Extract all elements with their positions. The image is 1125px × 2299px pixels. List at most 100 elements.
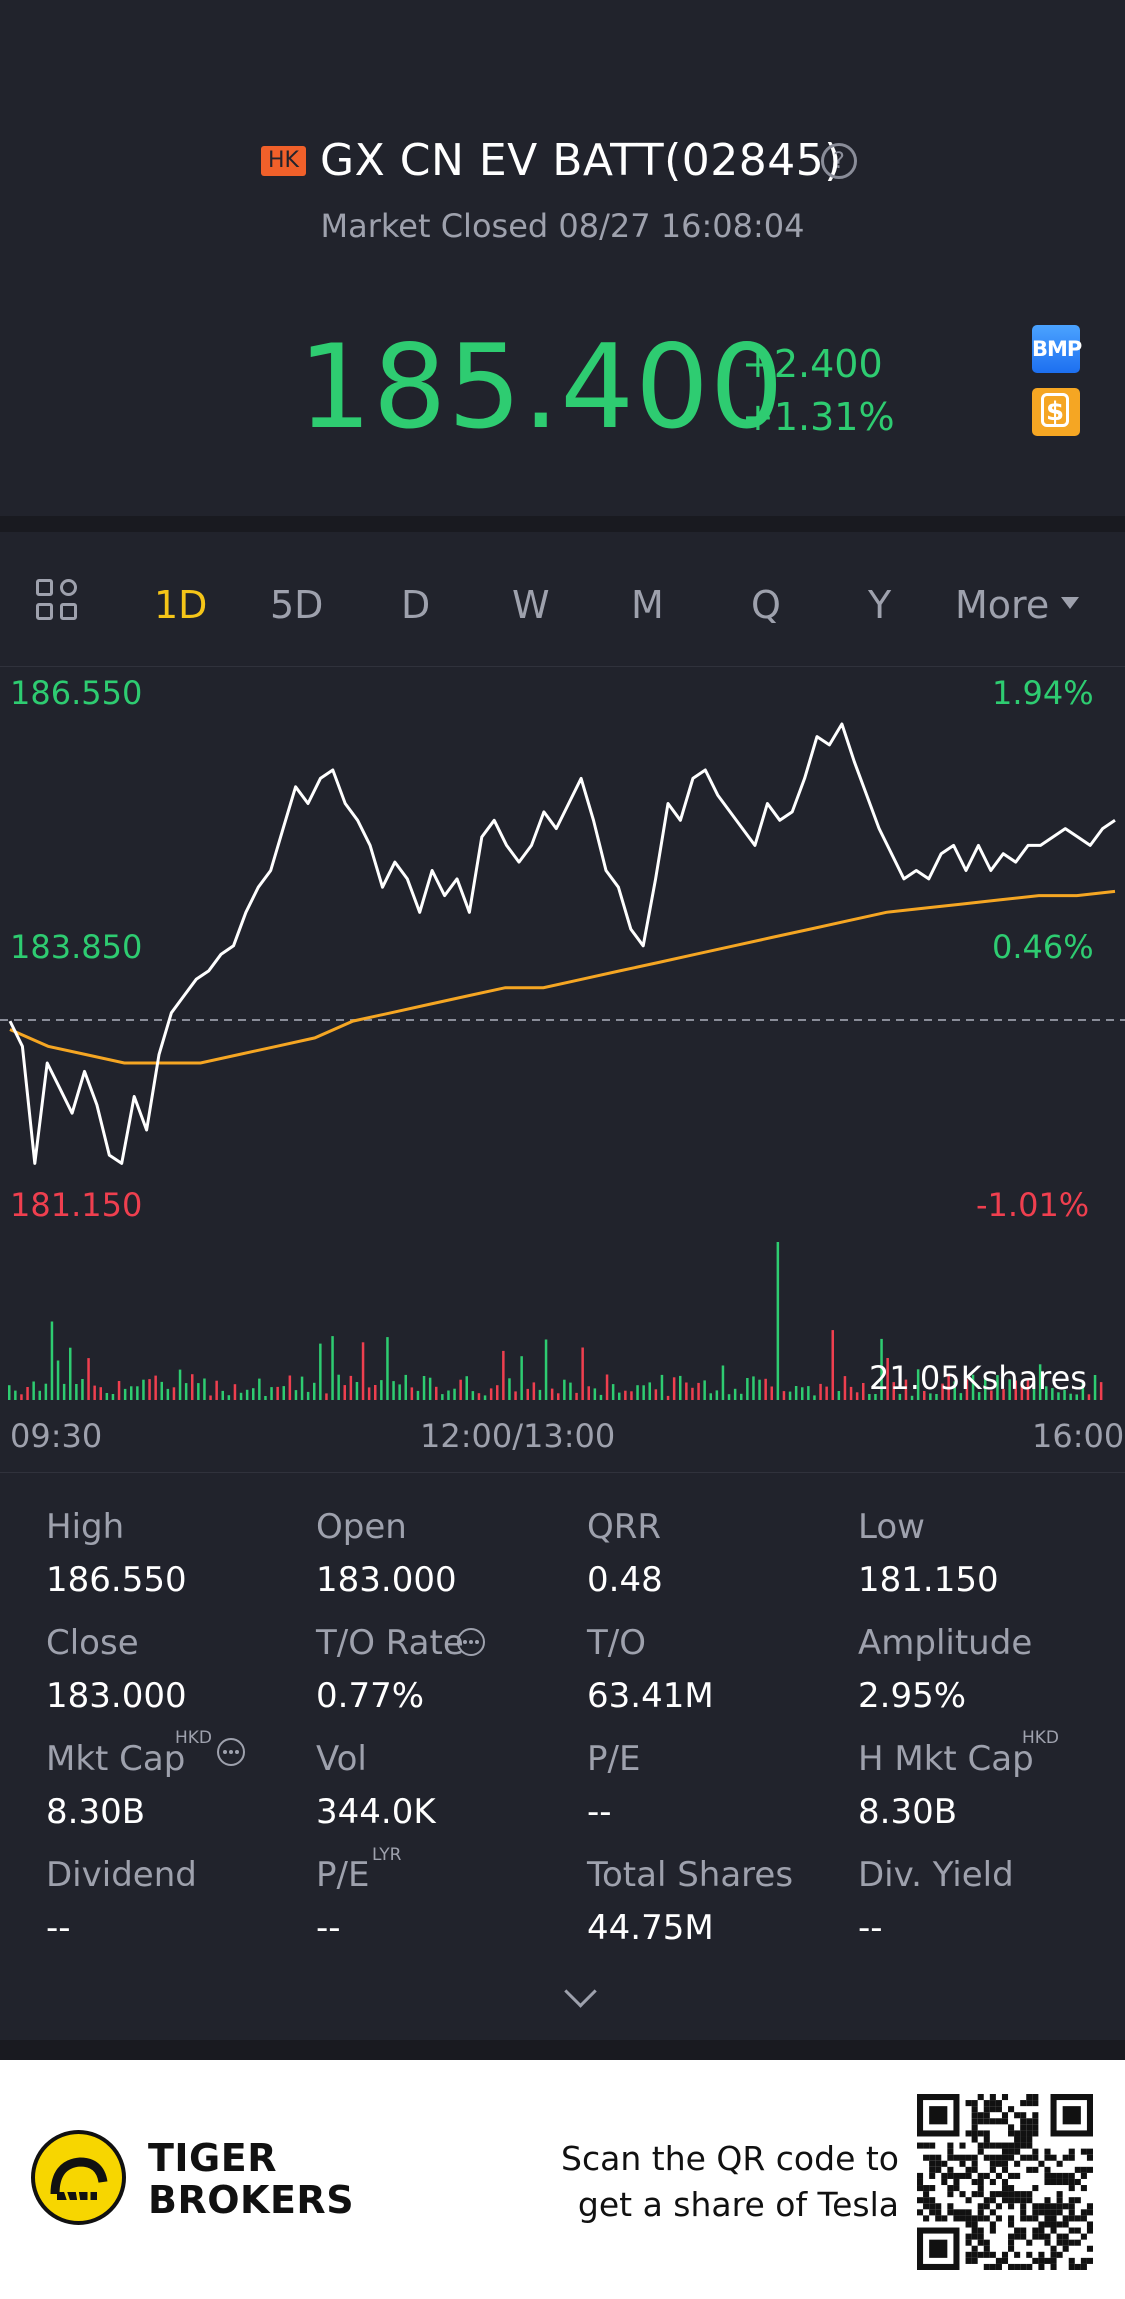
more-info-icon[interactable] <box>217 1738 245 1766</box>
volume-bar <box>819 1383 822 1400</box>
volume-bar <box>618 1392 621 1400</box>
price-high-label: 186.550 <box>10 674 143 712</box>
volume-bar <box>508 1378 511 1400</box>
volume-bar <box>837 1391 841 1400</box>
volume-bar <box>69 1347 72 1400</box>
volume-bar <box>111 1394 115 1400</box>
volume-bar <box>367 1387 371 1400</box>
volume-bar <box>227 1395 231 1400</box>
volume-bar <box>1038 1364 1042 1400</box>
time-end-label: 16:00 <box>1032 1417 1125 1455</box>
volume-bar <box>935 1394 938 1400</box>
volume-bar <box>319 1343 322 1400</box>
volume-bar <box>886 1358 889 1400</box>
stat-value: 183.000 <box>316 1560 457 1600</box>
brand-name-line1: TIGER <box>148 2136 277 2180</box>
volume-bar <box>1008 1379 1011 1400</box>
volume-bar <box>868 1394 871 1400</box>
volume-bar <box>410 1387 414 1400</box>
volume-bar <box>941 1383 944 1400</box>
volume-bar <box>636 1385 639 1400</box>
volume-bar <box>489 1388 493 1400</box>
volume-bar <box>136 1386 139 1400</box>
volume-bar <box>1069 1393 1072 1400</box>
volume-bar <box>270 1387 273 1400</box>
volume-bar <box>386 1337 389 1400</box>
tab-w[interactable]: W <box>512 583 550 627</box>
avg-price-line <box>9 889 1116 1065</box>
tabs-divider <box>0 666 1125 667</box>
price-line <box>8 722 1116 1165</box>
dollar-sign: $ <box>1041 393 1069 427</box>
dollar-icon[interactable]: $ <box>1032 388 1080 436</box>
tiger-logo-icon <box>31 2130 126 2225</box>
volume-bar <box>959 1393 963 1400</box>
volume-bar <box>557 1393 560 1400</box>
volume-bar <box>282 1386 285 1400</box>
volume-bar <box>459 1379 462 1400</box>
volume-bar <box>313 1382 316 1400</box>
volume-bar <box>1057 1392 1060 1400</box>
volume-bar <box>538 1389 542 1400</box>
tab-y[interactable]: Y <box>868 583 892 627</box>
volume-bar <box>831 1330 834 1400</box>
volume-bar <box>776 1242 780 1400</box>
volume-bar <box>306 1391 310 1400</box>
bmp-icon[interactable]: BMP <box>1032 325 1082 373</box>
volume-bar <box>209 1395 212 1400</box>
volume-bar <box>276 1386 279 1400</box>
intraday-chart[interactable] <box>0 666 1125 1426</box>
volume-bar <box>105 1393 109 1400</box>
volume-bar <box>178 1369 182 1400</box>
tab-more[interactable]: More <box>955 583 1050 627</box>
volume-bar <box>422 1376 426 1400</box>
stat-label: Low <box>858 1507 925 1547</box>
volume-bar <box>38 1390 41 1400</box>
tab-1d[interactable]: 1D <box>154 583 208 627</box>
tab-m[interactable]: M <box>631 583 664 627</box>
volume-bar <box>947 1375 950 1400</box>
stat-label: P/E <box>587 1739 641 1779</box>
volume-bar <box>441 1394 444 1400</box>
volume-bar <box>50 1321 54 1400</box>
volume-bar <box>825 1386 828 1400</box>
tab-5d[interactable]: 5D <box>270 583 324 627</box>
tab-q[interactable]: Q <box>751 583 781 627</box>
volume-bar <box>672 1377 676 1400</box>
volume-bar <box>1075 1394 1078 1400</box>
volume-bar <box>605 1374 609 1400</box>
chevron-down-icon[interactable] <box>1061 597 1079 609</box>
volume-bar <box>520 1356 523 1400</box>
market-badge: HK <box>261 146 306 176</box>
volume-bar <box>1045 1386 1048 1400</box>
more-info-icon[interactable] <box>457 1628 485 1656</box>
volume-bar <box>166 1388 170 1400</box>
volume-bar <box>245 1389 249 1400</box>
stat-label: Amplitude <box>858 1623 1033 1663</box>
volume-bar <box>977 1392 981 1400</box>
volume-bar <box>184 1383 188 1400</box>
volume-bar <box>453 1388 456 1400</box>
volume-bar <box>343 1385 346 1400</box>
volume-bar <box>496 1385 499 1400</box>
volume-bar <box>361 1342 365 1400</box>
volume-bar <box>752 1376 755 1400</box>
stock-title[interactable]: GX CN EV BATT(02845) <box>320 135 842 186</box>
help-icon[interactable]: ? <box>821 143 857 179</box>
pe-type-tag: LYR <box>372 1845 402 1865</box>
volume-bar <box>258 1378 261 1400</box>
grid-cell <box>36 603 53 620</box>
volume-bar <box>953 1381 956 1400</box>
volume-bar <box>447 1390 450 1400</box>
volume-bar <box>398 1384 401 1400</box>
qr-code-icon[interactable] <box>917 2094 1093 2270</box>
tab-d[interactable]: D <box>401 583 431 627</box>
stat-value: 0.48 <box>587 1560 663 1600</box>
last-price: 185.400 <box>298 320 785 455</box>
expand-chevron-icon[interactable] <box>564 1975 597 2008</box>
volume-bar <box>874 1394 877 1400</box>
price-change: +2.400 <box>742 342 883 386</box>
volume-bar <box>587 1386 590 1400</box>
volume-bar <box>770 1386 773 1400</box>
grid-layout-icon[interactable] <box>36 579 82 625</box>
